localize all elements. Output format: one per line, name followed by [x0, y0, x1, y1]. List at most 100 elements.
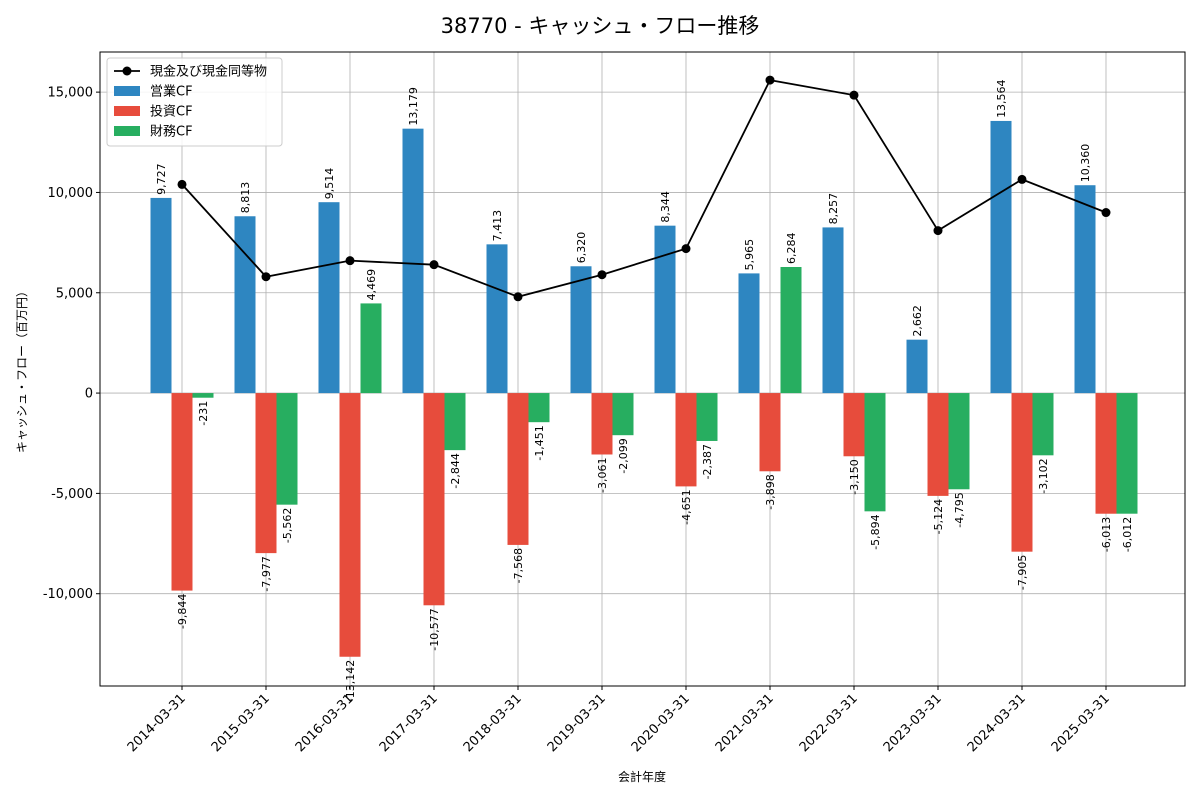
bar-value-label: -5,894 [869, 514, 882, 549]
bar-value-label: -5,124 [932, 499, 945, 534]
bar-value-label: 7,413 [491, 210, 504, 242]
x-tick-label: 2016-03-31 [293, 691, 357, 755]
data-labels-layer: 9,727 8,813 9,514 13,179 7,413 6,320 8,344 5,96… [155, 79, 1134, 702]
bar-value-label: -4,651 [680, 489, 693, 524]
bar-財務CF-2018-03-31 [528, 393, 550, 423]
bar-value-label: 8,257 [827, 193, 840, 225]
y-tick-label: 10,000 [48, 186, 94, 201]
bar-value-label: 6,284 [785, 232, 798, 264]
legend-bar-swatch [114, 106, 140, 116]
legend-label: 投資CF [150, 104, 193, 120]
bar-value-label: -3,102 [1037, 458, 1050, 493]
cash-line [181, 79, 1107, 298]
bar-value-label: -6,012 [1121, 517, 1134, 552]
bar-営業CF-2022-03-31 [822, 227, 844, 394]
bar-value-label: 13,564 [995, 79, 1008, 118]
legend-label: 財務CF [150, 125, 193, 140]
bar-value-label: -6,013 [1100, 517, 1113, 552]
legend-label: 営業CF [150, 84, 193, 100]
bar-value-label: -7,568 [512, 548, 525, 583]
x-tick-label: 2015-03-31 [209, 691, 273, 755]
bar-投資CF-2024-03-31 [1011, 393, 1033, 552]
bar-value-label: -3,898 [764, 474, 777, 509]
bar-value-label: 4,469 [365, 269, 378, 301]
y-tick-label: 0 [85, 387, 93, 402]
bar-営業CF-2021-03-31 [738, 273, 760, 394]
bar-財務CF-2020-03-31 [696, 393, 718, 441]
cash-point-2017-03-31 [429, 260, 439, 270]
bar-value-label: 5,965 [743, 239, 756, 271]
legend-bar-swatch [114, 86, 140, 96]
cash-point-2015-03-31 [261, 272, 271, 282]
bar-value-label: 2,662 [911, 305, 924, 337]
bar-営業CF-2025-03-31 [1074, 185, 1096, 394]
x-tick-label: 2024-03-31 [965, 691, 1029, 755]
bar-財務CF-2016-03-31 [360, 303, 382, 394]
bar-投資CF-2025-03-31 [1095, 393, 1117, 514]
x-tick-label: 2019-03-31 [545, 691, 609, 755]
cash-point-2016-03-31 [345, 256, 355, 266]
x-tick-label: 2023-03-31 [881, 691, 945, 755]
bar-投資CF-2021-03-31 [759, 393, 781, 472]
cash-point-2020-03-31 [681, 244, 691, 254]
bar-営業CF-2017-03-31 [402, 128, 424, 394]
y-tick-label: 5,000 [56, 286, 93, 301]
x-tick-label: 2017-03-31 [377, 691, 441, 755]
bar-財務CF-2015-03-31 [276, 393, 298, 505]
bar-財務CF-2022-03-31 [864, 393, 886, 512]
bar-value-label: 9,514 [323, 168, 336, 200]
bar-営業CF-2016-03-31 [318, 202, 340, 394]
bar-投資CF-2022-03-31 [843, 393, 865, 457]
bar-value-label: -9,844 [176, 594, 189, 629]
cash-point-2022-03-31 [849, 90, 859, 100]
x-tick-label: 2014-03-31 [125, 691, 189, 755]
bar-投資CF-2014-03-31 [171, 393, 193, 591]
bars-layer [150, 120, 1138, 657]
y-axis-label: キャッシュ・フロー（百万円） [15, 285, 29, 453]
cash-point-2024-03-31 [1017, 174, 1027, 184]
plot-frame [99, 51, 1186, 687]
y-tick-label: 15,000 [48, 86, 94, 101]
line-layer [177, 75, 1111, 302]
x-tick-label: 2021-03-31 [713, 691, 777, 755]
legend-box [106, 57, 283, 147]
legend-bar-swatch [114, 126, 140, 136]
bar-value-label: -3,150 [848, 459, 861, 494]
bar-財務CF-2019-03-31 [612, 393, 634, 436]
bar-value-label: -10,577 [428, 608, 441, 650]
bar-value-label: -2,099 [617, 438, 630, 473]
x-axis-label: 会計年度 [618, 769, 666, 784]
bar-営業CF-2020-03-31 [654, 225, 676, 394]
cash-point-2025-03-31 [1101, 208, 1111, 218]
bar-value-label: -4,795 [953, 492, 966, 527]
bar-value-label: -2,844 [449, 453, 462, 488]
cash-point-2021-03-31 [765, 75, 775, 85]
bar-value-label: 10,360 [1079, 144, 1092, 183]
x-tick-label: 2022-03-31 [797, 691, 861, 755]
bar-value-label: -7,977 [260, 556, 273, 591]
bar-value-label: 13,179 [407, 87, 420, 126]
bar-value-label: -5,562 [281, 508, 294, 543]
bar-value-label: -231 [197, 401, 210, 426]
bar-投資CF-2023-03-31 [927, 393, 949, 496]
bar-営業CF-2024-03-31 [990, 120, 1012, 394]
bar-投資CF-2015-03-31 [255, 393, 277, 554]
bar-営業CF-2019-03-31 [570, 266, 592, 394]
bar-営業CF-2023-03-31 [906, 339, 928, 394]
bar-投資CF-2019-03-31 [591, 393, 613, 455]
bar-投資CF-2016-03-31 [339, 393, 361, 657]
bar-財務CF-2021-03-31 [780, 266, 802, 394]
y-tick-label: -10,000 [43, 587, 93, 602]
bar-value-label: 8,344 [659, 191, 672, 223]
bar-value-label: 8,813 [239, 182, 252, 214]
bar-投資CF-2018-03-31 [507, 393, 529, 545]
bar-財務CF-2023-03-31 [948, 393, 970, 490]
bar-財務CF-2025-03-31 [1116, 393, 1138, 514]
bar-営業CF-2014-03-31 [150, 197, 172, 394]
x-tick-label: 2018-03-31 [461, 691, 525, 755]
x-tick-label: 2020-03-31 [629, 691, 693, 755]
cash-point-2018-03-31 [513, 292, 523, 302]
bar-営業CF-2018-03-31 [486, 244, 508, 394]
